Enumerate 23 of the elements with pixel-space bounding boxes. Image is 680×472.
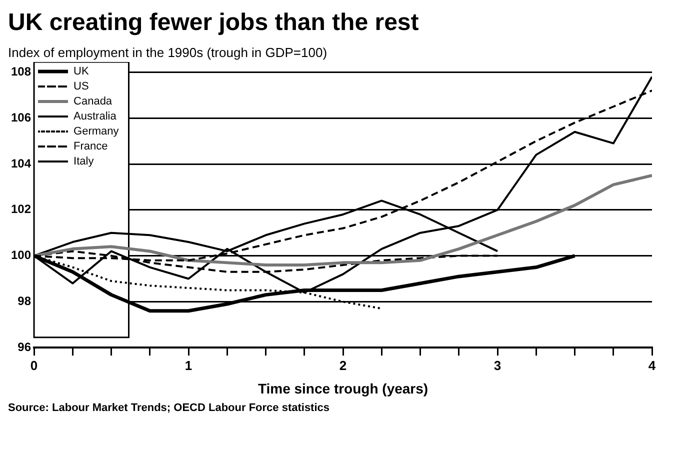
x-tick-label: 0	[30, 358, 38, 373]
x-tick-label: 4	[648, 358, 656, 373]
legend-label: Canada	[74, 96, 113, 108]
y-tick-label: 96	[18, 340, 32, 354]
y-tick-label: 100	[10, 248, 32, 262]
x-tick-label: 1	[184, 358, 192, 373]
y-tick-label: 104	[10, 156, 32, 170]
legend-label: US	[74, 80, 89, 93]
y-tick-label: 98	[18, 294, 32, 308]
y-tick-label: 106	[10, 110, 32, 124]
x-tick-label: 2	[339, 358, 347, 373]
chart-title: UK creating fewer jobs than the rest	[8, 8, 420, 38]
y-tick-label: 102	[10, 202, 32, 216]
legend-label: UK	[74, 66, 90, 78]
x-tick-label: 3	[494, 358, 502, 373]
legend-label: Germany	[74, 126, 120, 138]
y-tick-label: 108	[10, 64, 32, 79]
chart-subtitle: Index of employment in the 1990s (trough in GDP=100)	[8, 44, 328, 62]
source-note: Source: Labour Market Trends; OECD Labour Force statistics	[8, 402, 331, 414]
x-axis-title: Time since trough (years)	[258, 380, 428, 396]
legend-label: Australia	[74, 110, 118, 123]
legend-label: Italy	[74, 156, 94, 168]
legend-label: France	[74, 140, 108, 153]
